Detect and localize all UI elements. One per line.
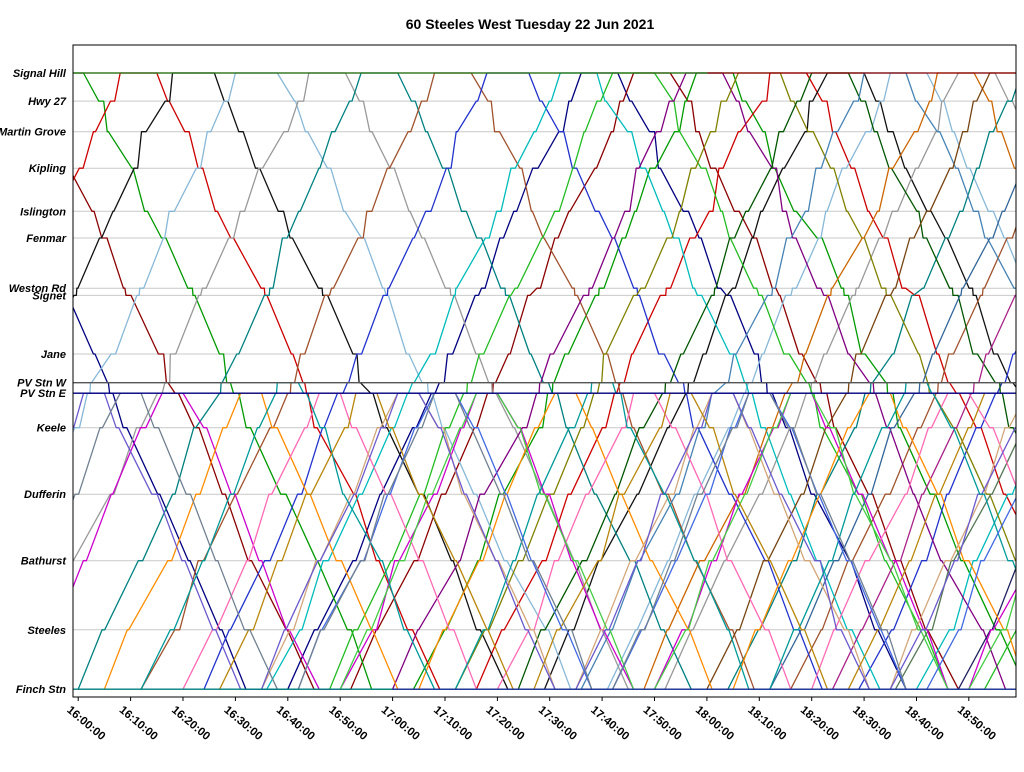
trajectory-line [220,393,985,689]
time-label: 17:20:00 [483,704,526,743]
station-label: Steeles [27,625,66,637]
time-label: 18:10:00 [745,704,788,743]
trajectory-line [581,73,1024,689]
time-label: 18:20:00 [798,704,841,743]
station-label: Kipling [29,163,67,175]
time-label: 17:50:00 [641,704,684,743]
time-label: 18:40:00 [903,704,946,743]
time-label: 17:30:00 [536,704,579,743]
time-label: 18:50:00 [955,704,998,743]
station-label: Dufferin [24,489,66,501]
time-label: 18:00:00 [693,704,736,743]
time-label: 16:40:00 [274,704,317,743]
time-label: 17:00:00 [379,704,422,743]
station-label: Hwy 27 [28,96,67,108]
trajectory-line [958,73,1024,689]
time-label: 16:20:00 [169,704,212,743]
time-label: 17:40:00 [588,704,631,743]
chart-title: 60 Steeles West Tuesday 22 Jun 2021 [406,16,655,32]
trajectory-line [204,73,1024,689]
trajectory-line [26,393,1024,689]
time-label: 18:30:00 [850,704,893,743]
trajectory-line [262,393,1024,689]
trajectory-line [141,73,1024,689]
time-label: 16:10:00 [117,704,160,743]
time-label: 16:50:00 [326,704,369,743]
trajectory-line [78,73,1021,689]
time-label: 16:30:00 [221,704,264,743]
time-label: 16:00:00 [64,704,107,743]
station-label: Martin Grove [0,127,66,139]
station-labels: Signal Hill Hwy 27 Martin Grove Kipling Isli… [0,68,68,696]
station-label: Bathurst [21,556,68,568]
station-label: Signal Hill [13,68,67,80]
time-label: 17:10:00 [431,704,474,743]
station-label: Fenmar [26,233,66,245]
trajectory-line [833,73,1024,689]
vehicle-trajectories [0,73,1024,689]
station-label: Keele [37,423,66,435]
trajectory-line [770,73,1024,689]
station-label: PV Stn E [20,388,67,400]
station-label: Islington [20,206,66,218]
station-label: Finch Stn [16,684,66,696]
station-label: Signet [32,290,67,302]
station-label: Jane [41,349,66,361]
